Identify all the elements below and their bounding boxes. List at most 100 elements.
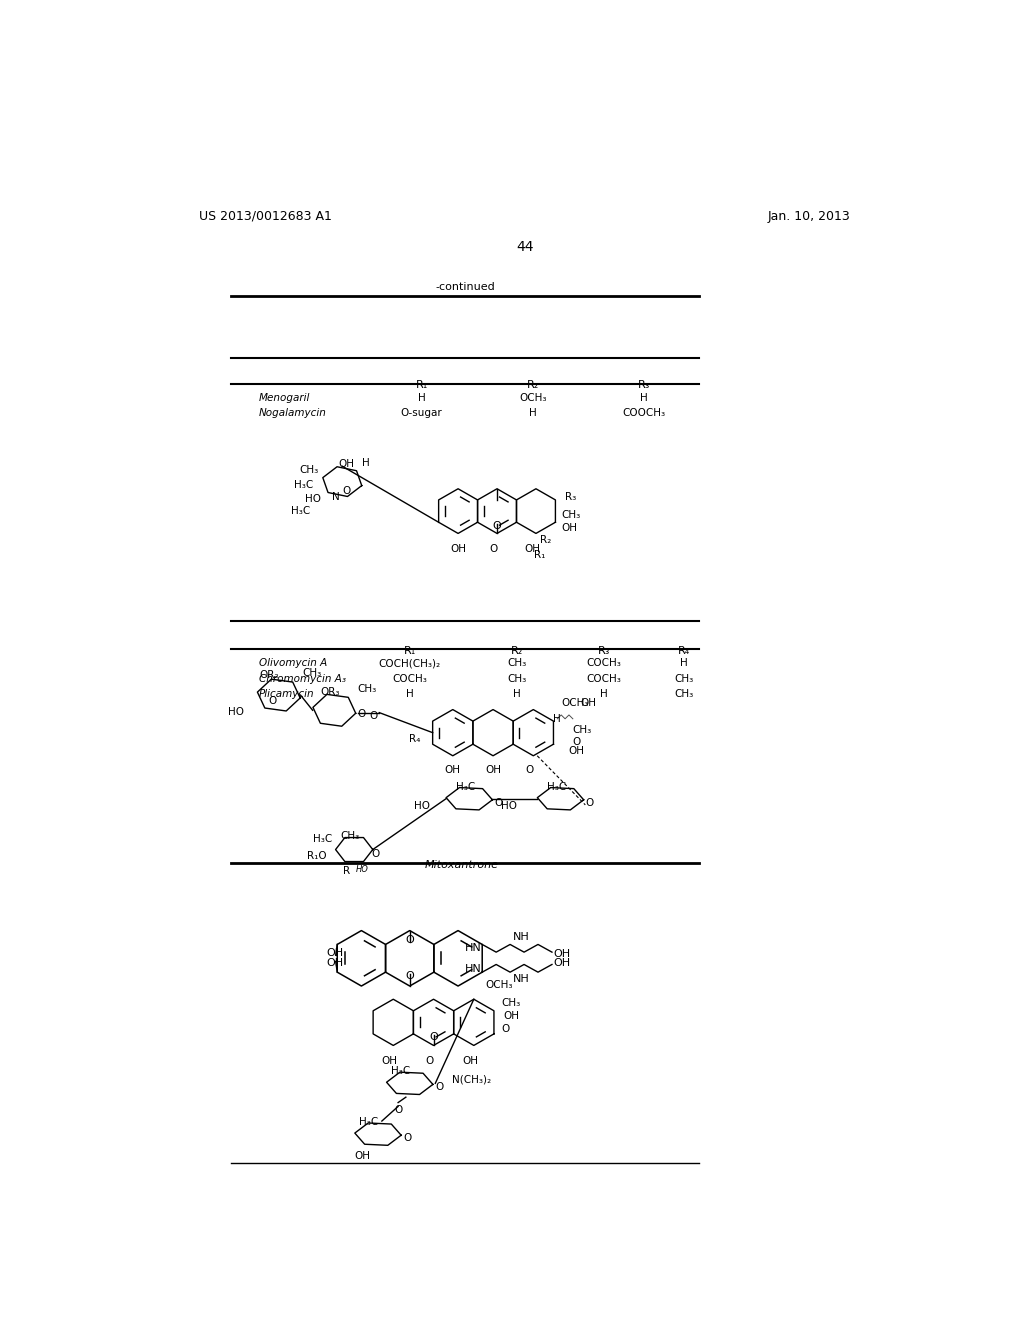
Text: 44: 44	[516, 240, 534, 253]
Text: O: O	[493, 521, 502, 531]
Text: H₃C: H₃C	[294, 480, 312, 491]
Text: -continued: -continued	[435, 281, 496, 292]
Text: CH₃: CH₃	[341, 832, 359, 841]
Text: OH: OH	[327, 958, 343, 969]
Text: O: O	[572, 737, 581, 747]
Text: CH₃: CH₃	[572, 726, 592, 735]
Text: H: H	[513, 689, 521, 700]
Text: O: O	[435, 1082, 443, 1092]
Text: N(CH₃)₂: N(CH₃)₂	[453, 1074, 492, 1085]
Text: O: O	[406, 935, 414, 945]
Text: H: H	[361, 458, 370, 469]
Text: OH: OH	[462, 1056, 478, 1067]
Text: O: O	[357, 709, 366, 719]
Text: COOCH₃: COOCH₃	[623, 408, 666, 418]
Text: Jan. 10, 2013: Jan. 10, 2013	[767, 210, 850, 223]
Text: OH: OH	[451, 544, 466, 554]
Text: R₂: R₂	[526, 380, 539, 391]
Text: R₄: R₄	[678, 647, 689, 656]
Text: CH₃: CH₃	[507, 673, 526, 684]
Text: HO: HO	[414, 801, 430, 810]
Text: OH: OH	[581, 698, 597, 709]
Text: HO: HO	[355, 865, 369, 874]
Text: H: H	[418, 393, 426, 403]
Text: OH: OH	[354, 1151, 371, 1162]
Text: OH: OH	[327, 948, 343, 958]
Text: Menogaril: Menogaril	[259, 393, 310, 403]
Text: HN: HN	[465, 964, 481, 974]
Text: OH: OH	[444, 766, 461, 775]
Text: CH₃: CH₃	[302, 668, 322, 678]
Text: O: O	[426, 1056, 434, 1067]
Text: COCH₃: COCH₃	[392, 673, 427, 684]
Text: OCH₃: OCH₃	[519, 393, 547, 403]
Text: OCH₃: OCH₃	[485, 981, 513, 990]
Text: OH: OH	[485, 766, 501, 775]
Text: N: N	[332, 492, 340, 502]
Text: O: O	[268, 696, 276, 706]
Text: R₁: R₁	[416, 380, 428, 391]
Text: O: O	[586, 797, 594, 808]
Text: O: O	[403, 1133, 412, 1143]
Text: COCH(CH₃)₂: COCH(CH₃)₂	[379, 659, 440, 668]
Text: H₃C: H₃C	[456, 781, 475, 792]
Text: CH₃: CH₃	[300, 465, 319, 475]
Text: O: O	[406, 972, 414, 981]
Text: O: O	[489, 544, 498, 554]
Text: Chromomycin A₃: Chromomycin A₃	[259, 673, 346, 684]
Text: O-sugar: O-sugar	[400, 408, 442, 418]
Text: Plicamycin: Plicamycin	[259, 689, 314, 700]
Text: CH₃: CH₃	[507, 659, 526, 668]
Text: H₃C: H₃C	[291, 506, 310, 516]
Text: R: R	[343, 866, 350, 875]
Text: OH: OH	[554, 958, 570, 968]
Text: H: H	[680, 659, 687, 668]
Text: CH₃: CH₃	[674, 689, 693, 700]
Text: HO: HO	[228, 708, 244, 717]
Text: OH: OH	[524, 544, 540, 554]
Text: CH₃: CH₃	[674, 673, 693, 684]
Text: O: O	[342, 486, 350, 496]
Text: CH₃: CH₃	[357, 684, 377, 694]
Text: R₄: R₄	[409, 734, 420, 744]
Text: HN: HN	[465, 942, 481, 953]
Text: O: O	[429, 1032, 438, 1041]
Text: O: O	[394, 1105, 402, 1115]
Text: HO: HO	[304, 494, 321, 503]
Text: HO: HO	[501, 801, 517, 810]
Text: OH: OH	[561, 523, 578, 533]
Text: CH₃: CH₃	[561, 510, 581, 520]
Text: US 2013/0012683 A1: US 2013/0012683 A1	[200, 210, 333, 223]
Text: R₃: R₃	[638, 380, 650, 391]
Text: OH: OH	[568, 746, 585, 756]
Text: OCH₃: OCH₃	[561, 698, 589, 709]
Text: H: H	[640, 393, 648, 403]
Text: Olivomycin A: Olivomycin A	[259, 659, 328, 668]
Text: H: H	[553, 714, 561, 723]
Text: Mitoxantrone: Mitoxantrone	[424, 859, 499, 870]
Text: R₁: R₁	[403, 647, 416, 656]
Text: R₃: R₃	[598, 647, 610, 656]
Text: O: O	[372, 849, 380, 859]
Text: H₃C: H₃C	[359, 1117, 378, 1127]
Text: R₂: R₂	[511, 647, 523, 656]
Text: H₃C: H₃C	[547, 781, 566, 792]
Text: OH: OH	[503, 1011, 519, 1022]
Text: OR₃: OR₃	[321, 688, 340, 697]
Text: NH: NH	[513, 974, 530, 985]
Text: O: O	[494, 797, 503, 808]
Text: COCH₃: COCH₃	[587, 673, 622, 684]
Text: R₃: R₃	[564, 492, 575, 502]
Text: H: H	[600, 689, 608, 700]
Text: OR₂: OR₂	[260, 671, 280, 680]
Text: COCH₃: COCH₃	[587, 659, 622, 668]
Text: Nogalamycin: Nogalamycin	[259, 408, 327, 418]
Text: O: O	[525, 766, 534, 775]
Text: O: O	[369, 711, 377, 722]
Text: R₁O: R₁O	[307, 850, 327, 861]
Text: NH: NH	[513, 932, 530, 942]
Text: CH₃: CH₃	[501, 998, 520, 1008]
Text: OH: OH	[338, 458, 354, 469]
Text: R₁: R₁	[535, 549, 546, 560]
Text: H₃C: H₃C	[313, 834, 333, 843]
